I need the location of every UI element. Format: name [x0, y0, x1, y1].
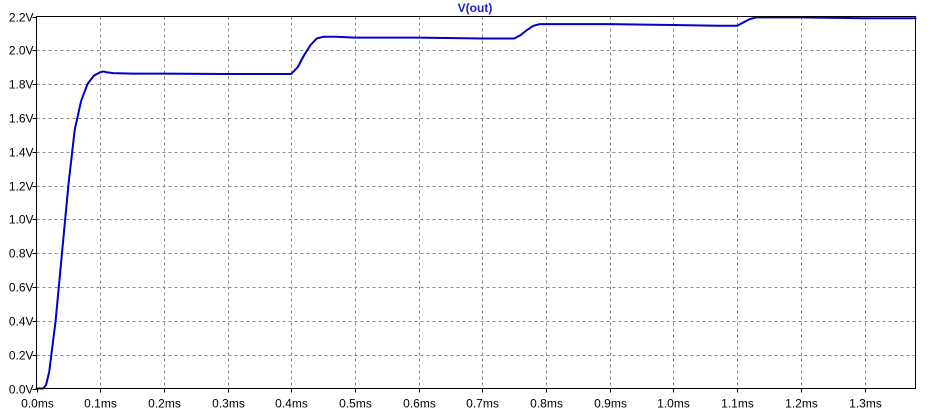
x-tick-label: 1.2ms — [785, 397, 818, 411]
x-tick-label: 0.8ms — [530, 397, 563, 411]
x-tick-label: 0.4ms — [275, 397, 308, 411]
y-tick-label: 1.8V — [9, 78, 34, 92]
y-tick-label: 0.2V — [9, 349, 34, 363]
y-tick-label: 2.2V — [9, 11, 34, 25]
x-tick-label: 0.5ms — [339, 397, 372, 411]
x-tick-label: 0.3ms — [212, 397, 245, 411]
x-tick-label: 0.6ms — [403, 397, 436, 411]
vout-series-line — [35, 16, 917, 390]
x-tick-label: 1.3ms — [849, 397, 882, 411]
x-tick-label: 0.1ms — [84, 397, 117, 411]
y-tick-label: 1.0V — [9, 213, 34, 227]
y-tick-label: 0.8V — [9, 247, 34, 261]
x-tick-label: 1.0ms — [657, 397, 690, 411]
x-tick-label: 0.9ms — [594, 397, 627, 411]
plot-frame — [36, 16, 916, 389]
y-tick-label: 0.6V — [9, 281, 34, 295]
x-tick-label: 0.7ms — [466, 397, 499, 411]
y-tick-label: 1.4V — [9, 146, 34, 160]
y-tick-label: 2.0V — [9, 44, 34, 58]
series-layer — [35, 16, 917, 390]
y-tick-label: 1.2V — [9, 180, 34, 194]
y-tick-label: 0.4V — [9, 315, 34, 329]
y-tick-label: 1.6V — [9, 112, 34, 126]
y-tick-label: 0.0V — [9, 383, 34, 397]
x-tick-label: 0.2ms — [148, 397, 181, 411]
chart-title: V(out) — [458, 1, 493, 15]
grid-layer — [36, 16, 916, 389]
tick-layer: 0.0ms 0.1ms 0.2ms 0.3ms 0.4ms 0.5ms 0.6ms 0.7ms… — [9, 11, 882, 411]
x-tick-label: 1.1ms — [721, 397, 754, 411]
x-tick-label: 0.0ms — [21, 397, 54, 411]
